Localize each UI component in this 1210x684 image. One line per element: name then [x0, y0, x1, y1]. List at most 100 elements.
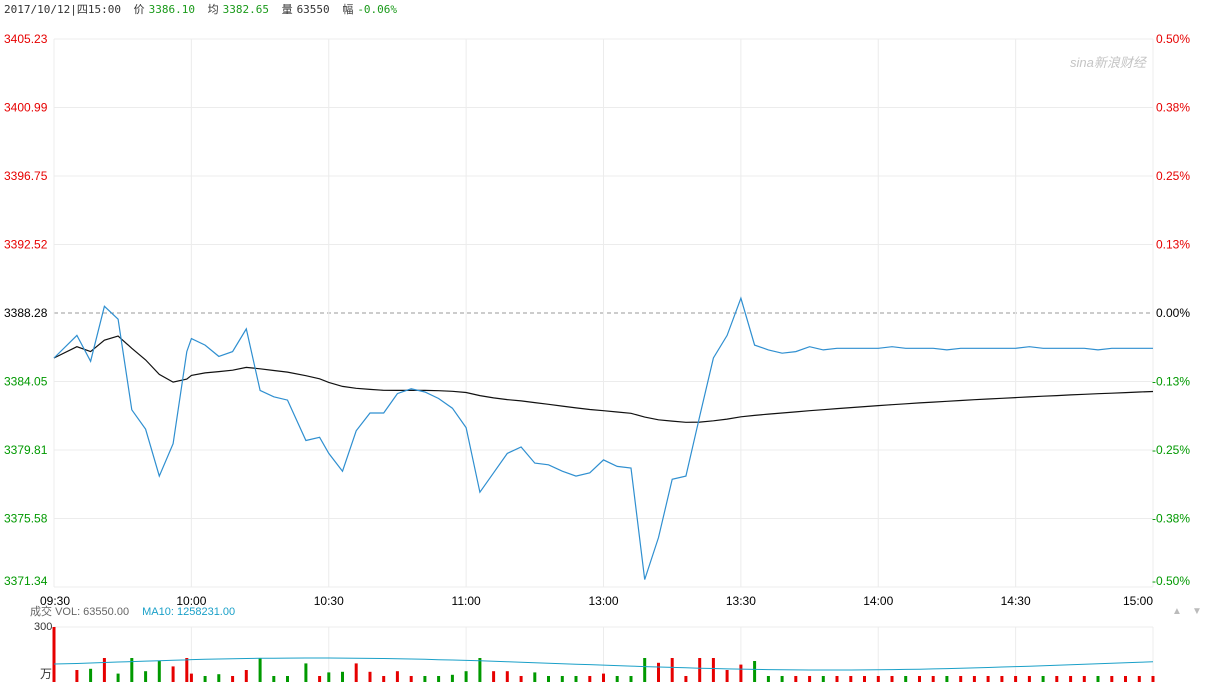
y-axis-right: 0.50% 0.38% 0.25% 0.13% 0.00% -0.13% -0.25% -0.… [1152, 32, 1190, 588]
volume-bar [1151, 676, 1155, 682]
volume-bar [588, 676, 592, 682]
volume-bar [876, 676, 880, 682]
volume-bar [382, 676, 386, 682]
volume-bar [560, 676, 564, 682]
price-series [53, 296, 1153, 580]
volume-bar [780, 676, 784, 682]
volume-bar [890, 676, 894, 682]
y-tick-right: -0.38% [1152, 512, 1190, 526]
volume-bar [1000, 676, 1004, 682]
volume-bar [794, 676, 798, 682]
y-tick-left: 3396.75 [4, 169, 48, 183]
volume-bar [116, 673, 120, 682]
y-tick-right: 0.00% [1156, 306, 1190, 320]
volume-bar [102, 658, 106, 682]
volume-bar [1027, 676, 1031, 682]
volume-bar [258, 658, 262, 682]
volume-bar [1041, 676, 1045, 682]
volume-bar [185, 658, 189, 682]
volume-bar [450, 674, 454, 682]
y-tick-left: 3388.28 [4, 306, 48, 320]
volume-bar [643, 658, 647, 682]
volume-bar [478, 658, 482, 682]
volume-scale-unit: 万 [40, 667, 53, 681]
volume-bar [318, 676, 322, 682]
volume-bar [505, 671, 509, 682]
chart-grid [53, 38, 1154, 588]
volume-bar [849, 676, 853, 682]
volume-bar [203, 676, 207, 682]
y-tick-left: 3375.58 [4, 512, 48, 526]
x-tick-label: 14:00 [863, 594, 893, 608]
volume-bar [931, 676, 935, 682]
volume-bar [1014, 676, 1018, 682]
volume-bar [1069, 676, 1073, 682]
volume-bar [1096, 676, 1100, 682]
volume-bar [547, 676, 550, 682]
x-axis: 09:30 10:00 10:30 11:00 13:00 13:30 14:00 14:30… [40, 594, 1153, 608]
x-tick-label: 09:30 [40, 594, 70, 608]
y-tick-left: 3384.05 [4, 375, 48, 389]
volume-bar [423, 676, 427, 682]
header-vol-label: 量 [281, 3, 293, 16]
volume-bar [808, 676, 812, 682]
header-vol: 63550 [296, 3, 330, 16]
y-tick-left: 3400.99 [4, 101, 48, 115]
volume-bar [739, 664, 743, 682]
x-tick-label: 14:30 [1001, 594, 1031, 608]
volume-value: VOL: 63550.00 [55, 606, 130, 618]
scroll-up-icon[interactable]: ▲ [1172, 606, 1182, 617]
volume-bar [1137, 676, 1141, 682]
volume-scale-top: 300 [34, 621, 53, 633]
y-tick-right: -0.50% [1152, 574, 1190, 588]
y-tick-right: -0.25% [1152, 443, 1190, 457]
volume-bar [945, 676, 949, 682]
volume-bar [918, 676, 921, 682]
volume-ma-series [53, 657, 1154, 671]
volume-bar [89, 668, 93, 682]
quote-header: 2017/10/12|四15:00 价 3386.10 均 3382.65 量 635… [4, 2, 403, 18]
header-chg: -0.06% [357, 3, 398, 16]
volume-bar [144, 671, 148, 682]
volume-bar [698, 658, 702, 682]
y-tick-left: 3379.81 [4, 443, 48, 457]
volume-bar [286, 676, 289, 682]
volume-bar [437, 676, 441, 682]
volume-bar [986, 676, 990, 682]
volume-label: 成交 [30, 606, 52, 618]
y-tick-left: 3405.23 [4, 32, 48, 46]
scroll-down-icon[interactable]: ▼ [1192, 606, 1202, 617]
header-price-label: 价 [133, 3, 145, 16]
volume-bar [1124, 676, 1127, 682]
sina-finance-watermark: sina新浪财经 [1070, 55, 1146, 70]
y-tick-right: -0.13% [1152, 375, 1190, 389]
y-axis-left: 3405.23 3400.99 3396.75 3392.52 3388.28 3384.… [4, 32, 48, 588]
x-tick-label: 11:00 [452, 594, 481, 608]
volume-bar [959, 676, 963, 682]
volume-bar [725, 670, 729, 682]
volume-bar [492, 671, 496, 682]
volume-bar [574, 676, 578, 682]
price-line [53, 296, 1153, 580]
header-chg-label: 幅 [342, 3, 354, 16]
x-tick-label: 13:00 [588, 594, 618, 608]
volume-bar [341, 671, 344, 682]
volume-bar [354, 663, 358, 682]
volume-bar [753, 661, 757, 682]
volume-bar [821, 676, 825, 682]
volume-bar [304, 663, 308, 682]
average-price-line [53, 335, 1154, 423]
volume-bar [1110, 676, 1114, 682]
volume-bar [904, 676, 908, 682]
y-tick-right: 0.38% [1156, 101, 1190, 115]
volume-bar [157, 661, 161, 682]
volume-bar [684, 676, 688, 682]
x-tick-label: 10:30 [314, 594, 344, 608]
x-tick-label: 13:30 [726, 594, 756, 608]
volume-bar [657, 662, 660, 682]
volume-bar [670, 658, 674, 682]
volume-bar [1082, 676, 1086, 682]
y-tick-right: 0.50% [1156, 32, 1190, 46]
volume-bar [75, 670, 79, 682]
